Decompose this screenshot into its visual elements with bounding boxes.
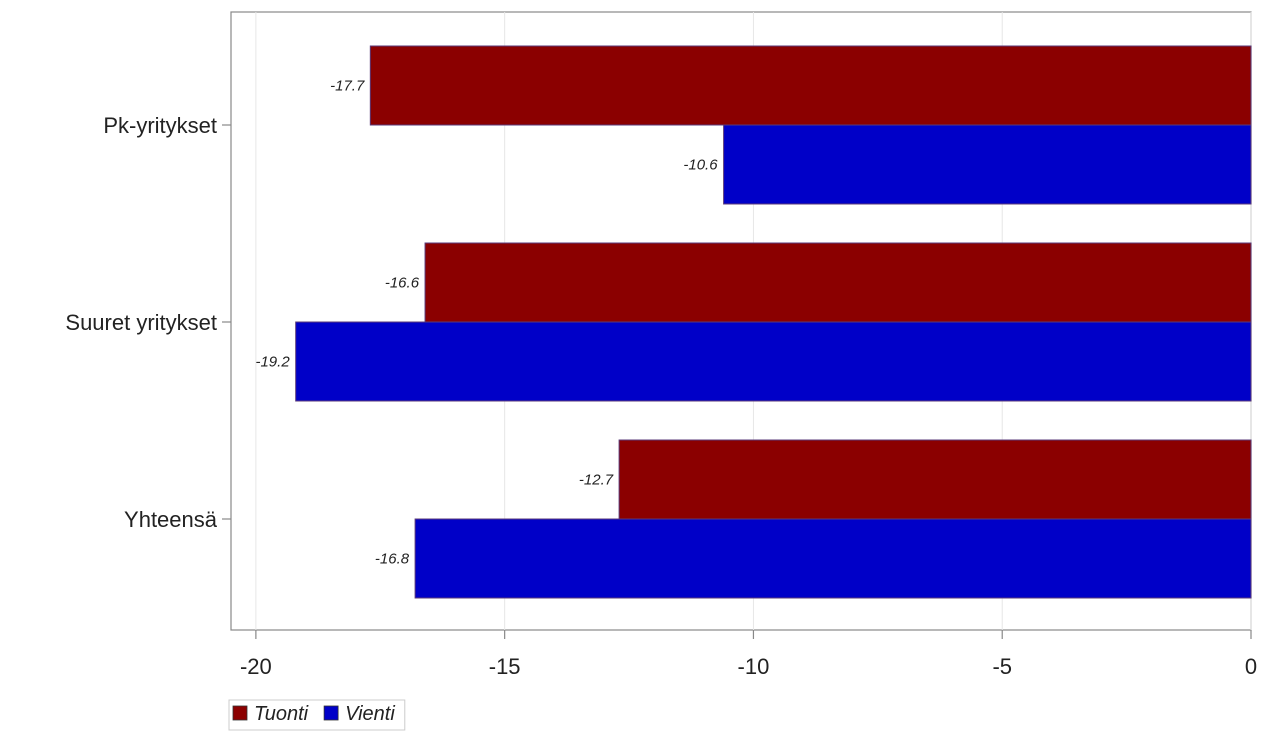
legend-label: Tuonti [254, 703, 309, 725]
bar-tuonti-1 [369, 45, 1252, 126]
legend-swatch-tuonti [232, 705, 248, 721]
category-label: Pk-yritykset [103, 113, 217, 138]
x-tick-label: -5 [992, 654, 1012, 679]
data-label: -19.2 [255, 354, 290, 371]
x-tick-label: -10 [738, 654, 770, 679]
category-label: Yhteensä [124, 507, 218, 532]
legend-swatch-vienti [323, 705, 339, 721]
bar-tuonti-2 [424, 242, 1252, 323]
x-tick-label: 0 [1245, 654, 1257, 679]
legend-label: Vienti [345, 703, 395, 725]
data-label: -10.6 [683, 157, 718, 174]
bar-tuonti-3 [618, 439, 1252, 520]
category-label: Suuret yritykset [65, 310, 217, 335]
data-label: -16.8 [375, 551, 410, 568]
x-tick-label: -20 [240, 654, 272, 679]
legend-box [228, 699, 406, 731]
bar-vienti-3 [414, 518, 1252, 599]
data-label: -17.7 [330, 78, 365, 95]
bar-vienti-1 [723, 124, 1252, 205]
x-tick-label: -15 [489, 654, 521, 679]
data-label: -12.7 [579, 472, 614, 489]
bar-vienti-2 [295, 321, 1252, 402]
data-label: -16.6 [385, 275, 420, 292]
